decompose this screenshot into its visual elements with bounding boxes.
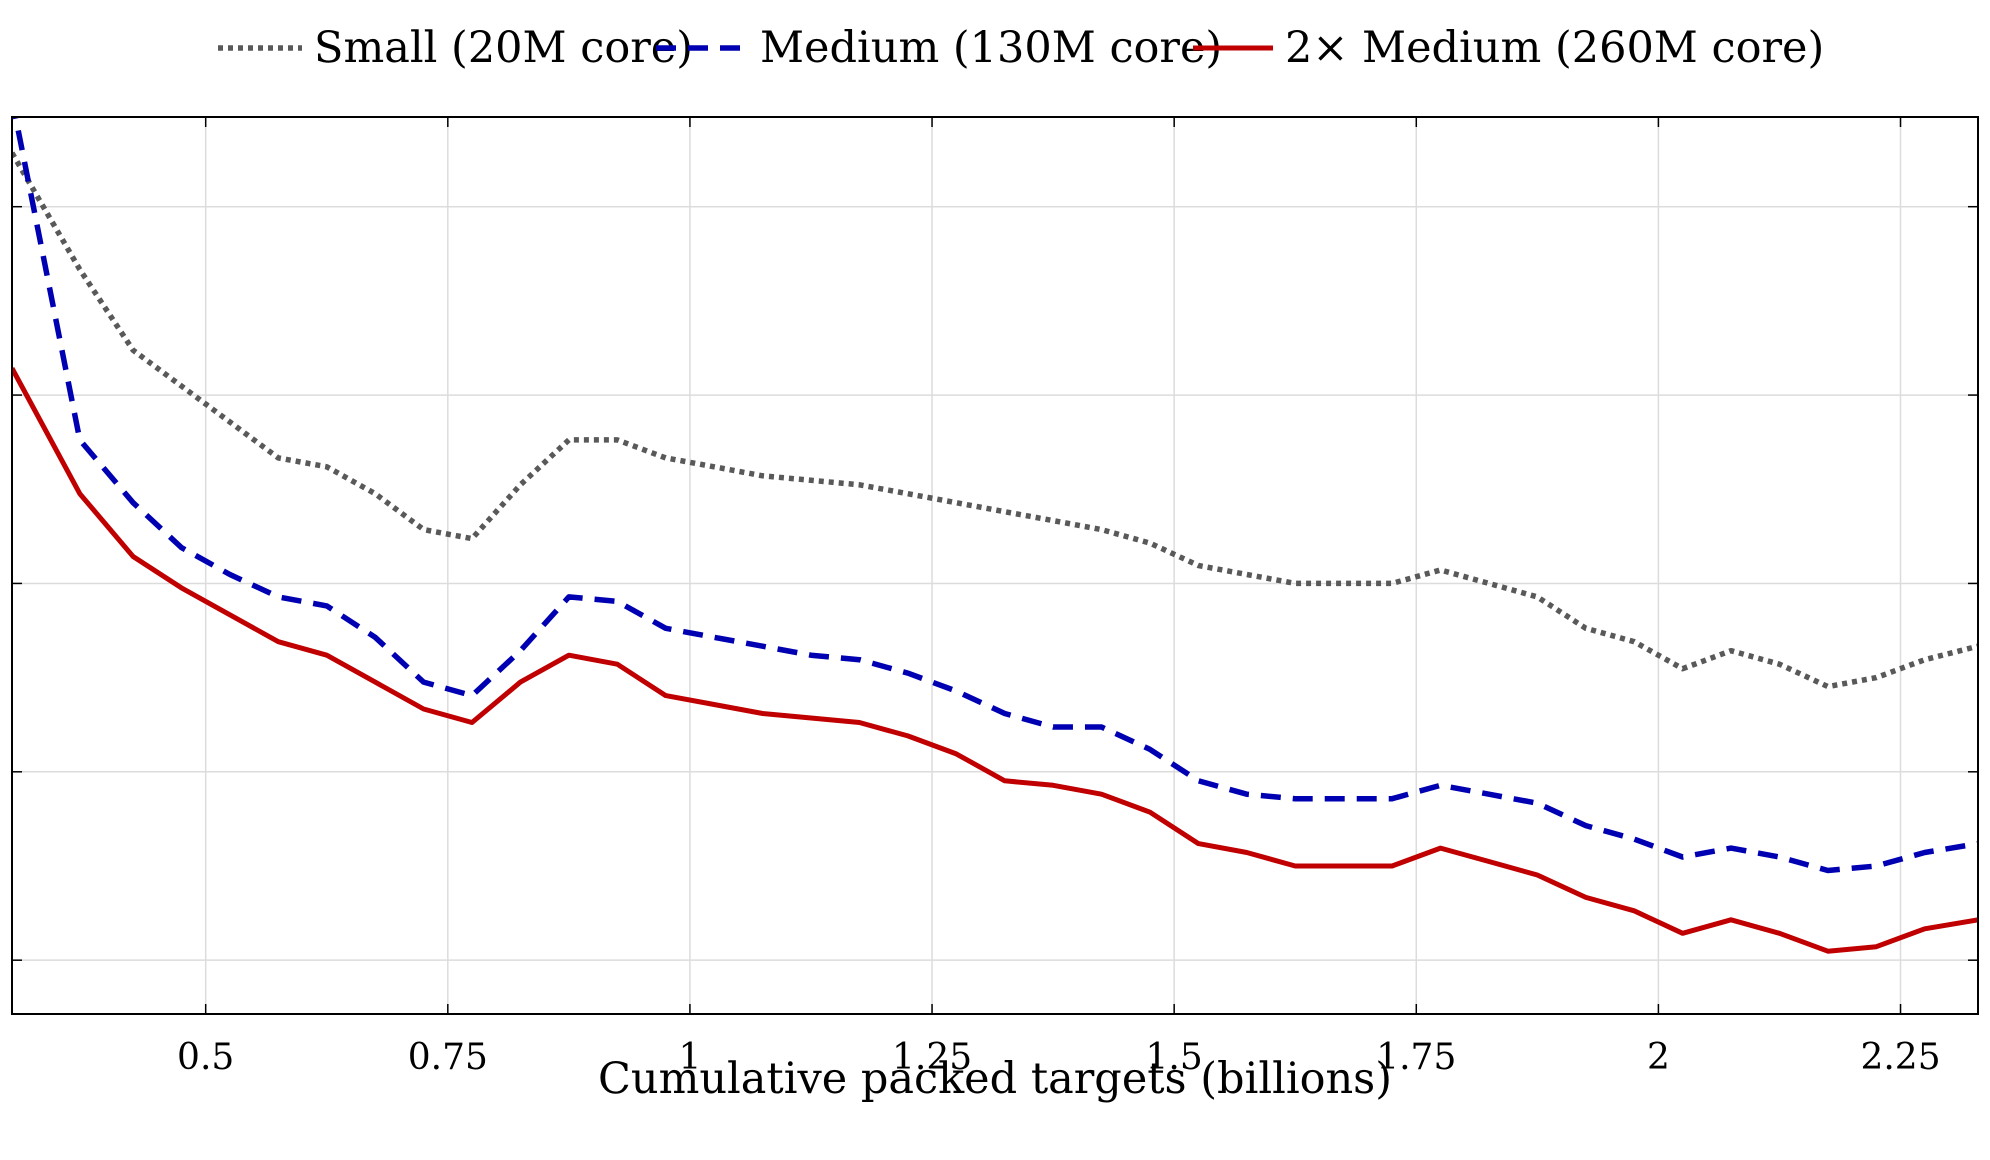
grid <box>12 117 1978 1014</box>
x-axis-title: Cumulative packed targets (billions) <box>598 1054 1392 1104</box>
x-tick-label: 2.25 <box>1860 1037 1940 1078</box>
plot-frame <box>11 116 1979 1015</box>
x-tick-label: 1.75 <box>1376 1037 1456 1078</box>
series-line-2 <box>12 117 1978 874</box>
x-axis-ticks: 0.5 0.75 1 1.25 1.5 1.75 2 2.25 <box>12 117 1978 1078</box>
x-tick-label: 1.5 <box>1146 1037 1203 1078</box>
x-tick-label: 1.25 <box>892 1037 972 1078</box>
x-tick-label: 0.75 <box>408 1037 488 1078</box>
series-line-1 <box>12 151 1978 690</box>
legend-label-1: Small (20M core) <box>314 23 693 73</box>
x-tick-label: 1 <box>678 1037 701 1078</box>
series-line-3 <box>12 367 1978 954</box>
legend: Small (20M core) Medium (130M core) 2× Med… <box>218 23 1824 73</box>
legend-label-3: 2× Medium (260M core) <box>1285 23 1824 73</box>
x-tick-label: 0.5 <box>177 1037 234 1078</box>
legend-label-2: Medium (130M core) <box>760 23 1222 73</box>
x-tick-label: 2 <box>1647 1037 1670 1078</box>
plot-lines <box>12 117 1978 954</box>
